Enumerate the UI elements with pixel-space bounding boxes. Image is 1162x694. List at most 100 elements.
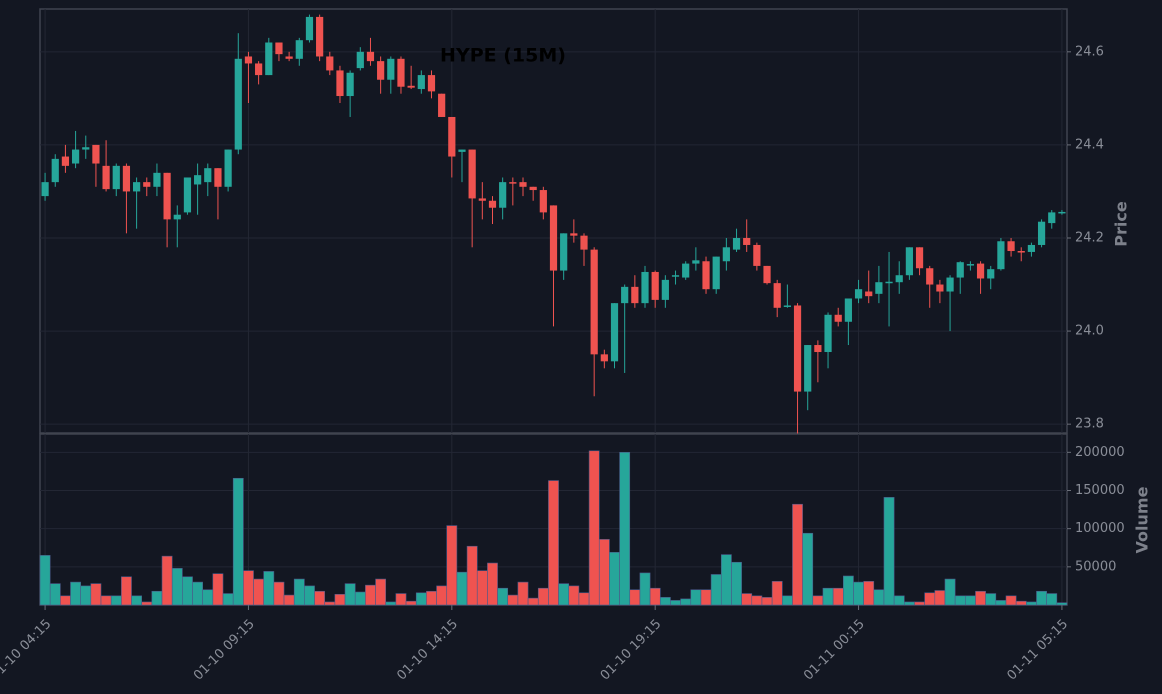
- candle-body: [732, 237, 741, 250]
- volume-bar: [710, 574, 722, 606]
- candle-body: [885, 281, 893, 284]
- y-tick-label: 24.6: [1075, 44, 1104, 59]
- volume-bar: [527, 597, 539, 606]
- volume-bar: [588, 450, 600, 606]
- volume-bar: [731, 561, 742, 606]
- candle-body: [1007, 241, 1015, 252]
- volume-bar: [476, 570, 488, 606]
- volume-bar: [283, 594, 295, 606]
- candle-body: [926, 268, 934, 285]
- y-tick-label: 24.4: [1075, 137, 1104, 152]
- volume-bar: [182, 576, 193, 606]
- volume-bar: [39, 555, 51, 606]
- chart-title: HYPE (15M): [440, 45, 566, 67]
- candle-body: [966, 264, 975, 266]
- volume-bar: [1026, 601, 1037, 606]
- volume-bar: [619, 452, 631, 606]
- candle-body: [336, 70, 344, 97]
- volume-bar: [293, 578, 305, 606]
- volume-bar: [873, 589, 885, 606]
- volume-bar: [253, 578, 265, 606]
- candle-body: [956, 262, 964, 278]
- volume-bar: [456, 571, 468, 606]
- candle-body: [255, 63, 263, 76]
- volume-bar: [741, 593, 753, 606]
- candle-body: [712, 256, 720, 290]
- volume-bar: [965, 595, 976, 606]
- volume-bar: [131, 595, 142, 606]
- volume-bar: [720, 554, 732, 606]
- volume-bar: [792, 503, 803, 606]
- candle-body: [427, 75, 436, 92]
- candle-body: [71, 149, 80, 164]
- candle-body: [122, 165, 131, 192]
- candle-body: [936, 284, 944, 292]
- candle-body: [824, 314, 832, 353]
- volume-bar: [1036, 590, 1047, 606]
- candle-body: [539, 190, 547, 213]
- volume-bar: [497, 587, 509, 606]
- candle-body: [844, 298, 852, 322]
- volume-bar: [812, 595, 824, 606]
- volume-bar: [598, 539, 610, 606]
- candle-body: [509, 182, 517, 184]
- candle-body: [356, 51, 364, 69]
- candle-body: [641, 271, 649, 304]
- candle-body: [519, 182, 527, 187]
- volume-bar: [659, 597, 671, 606]
- candle-body: [946, 277, 954, 292]
- volume-bar: [222, 593, 234, 606]
- volume-bar: [507, 594, 519, 606]
- candle-body: [102, 165, 110, 190]
- candle-body: [722, 247, 730, 262]
- candle-body: [183, 177, 192, 213]
- candle-body: [366, 51, 375, 62]
- volume-bar: [649, 587, 661, 606]
- y-axis-label: Volume: [1133, 486, 1152, 553]
- volume-bar: [954, 595, 966, 606]
- volume-bar: [161, 555, 173, 606]
- y-axis-label: Price: [1112, 201, 1131, 247]
- candle-body: [753, 244, 761, 266]
- candle-body: [692, 260, 700, 264]
- volume-bar: [405, 600, 417, 606]
- y-tick-label: 23.8: [1075, 417, 1104, 432]
- volume-bar: [680, 598, 692, 606]
- volume-bar: [436, 585, 448, 606]
- candle-body: [112, 165, 120, 190]
- y-tick-label: 150000: [1075, 483, 1125, 498]
- candle-body: [570, 233, 578, 236]
- candle-body: [163, 172, 171, 220]
- volume-bar: [273, 581, 285, 606]
- candle-body: [875, 282, 883, 294]
- candle-body: [346, 72, 354, 97]
- candle-body: [153, 172, 161, 187]
- volume-bar: [629, 589, 641, 606]
- volume-bar: [832, 587, 844, 606]
- candle-body: [326, 56, 334, 71]
- candle-body: [854, 289, 863, 299]
- candle-body: [987, 269, 995, 279]
- candle-body: [499, 182, 507, 208]
- candle-body: [61, 156, 70, 166]
- volume-bar: [263, 571, 275, 606]
- candle-body: [997, 241, 1005, 270]
- candle-body: [814, 345, 822, 353]
- candle-body: [458, 149, 466, 152]
- candle-body: [194, 175, 202, 185]
- candle-body: [580, 235, 588, 250]
- y-tick-label: 200000: [1075, 445, 1125, 460]
- candle-body: [621, 286, 629, 304]
- volume-bar: [487, 562, 498, 606]
- volume-bar: [324, 601, 336, 606]
- volume-bar: [944, 578, 956, 606]
- candle-body: [1027, 244, 1036, 252]
- candle-body: [92, 144, 100, 164]
- candle-body: [560, 233, 568, 271]
- volume-bar: [609, 552, 620, 606]
- volume-bar: [985, 593, 997, 606]
- candle-body: [651, 271, 659, 300]
- volume-bar: [904, 601, 915, 606]
